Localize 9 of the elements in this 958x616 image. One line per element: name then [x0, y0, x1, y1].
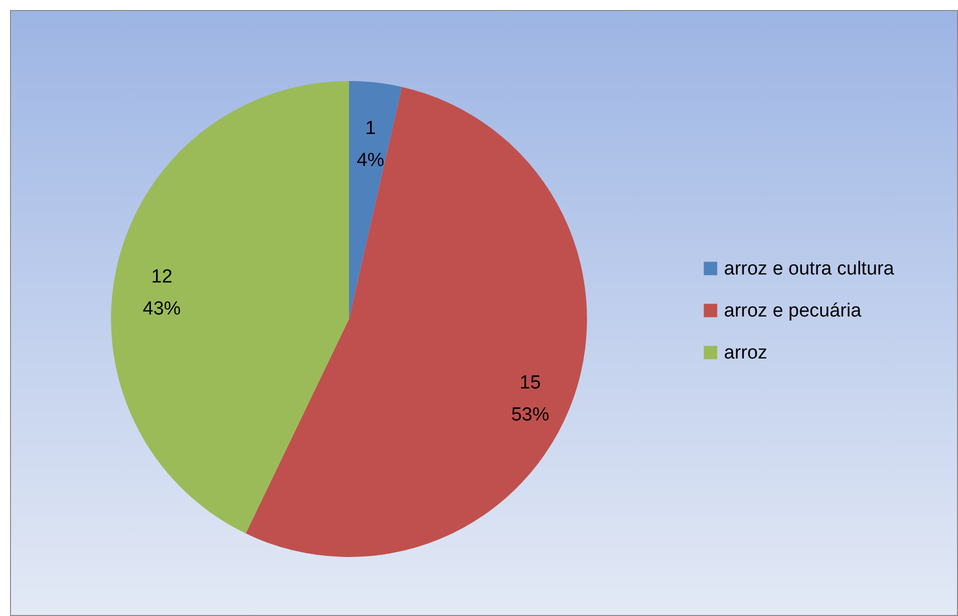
- legend-label: arroz e outra cultura: [724, 258, 894, 280]
- data-label: 1 4%: [356, 118, 384, 172]
- pie-slice: [349, 81, 402, 319]
- legend-label: arroz: [724, 342, 768, 364]
- pie-slice: [111, 81, 349, 534]
- data-label: 15 53%: [511, 372, 550, 426]
- data-label: 12 43%: [142, 266, 181, 320]
- pie-slice: [246, 86, 587, 557]
- legend-label: arroz e pecuária: [724, 300, 862, 322]
